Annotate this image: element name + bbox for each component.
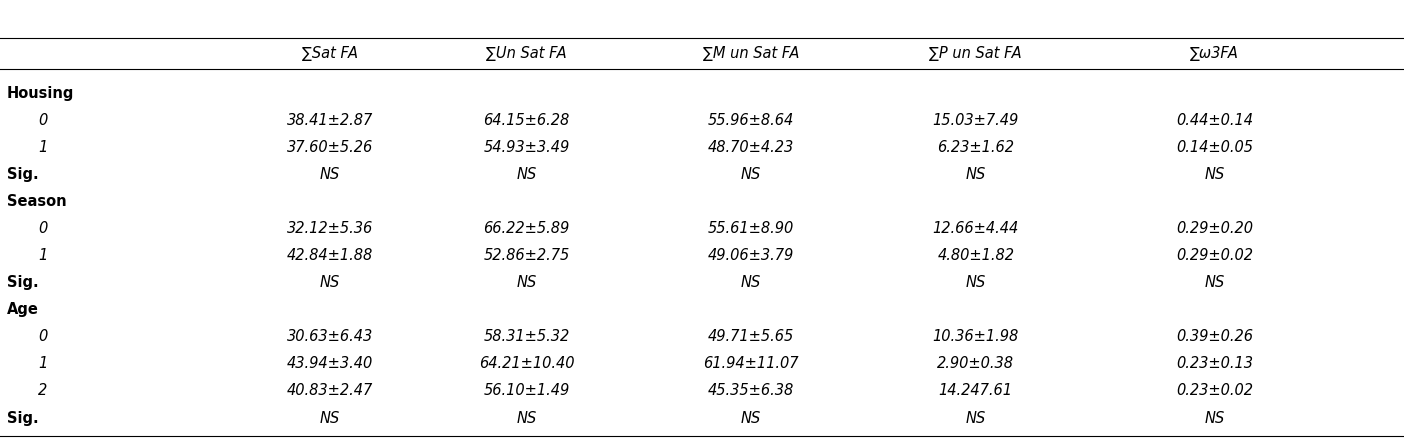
Text: NS: NS <box>966 167 986 182</box>
Text: 49.71±5.65: 49.71±5.65 <box>708 329 795 345</box>
Text: NS: NS <box>320 275 340 290</box>
Text: Housing: Housing <box>7 86 74 101</box>
Text: Sig.: Sig. <box>7 167 39 182</box>
Text: NS: NS <box>320 411 340 425</box>
Text: 6.23±1.62: 6.23±1.62 <box>938 140 1014 155</box>
Text: 1: 1 <box>38 357 48 372</box>
Text: 0.39±0.26: 0.39±0.26 <box>1177 329 1252 345</box>
Text: 43.94±3.40: 43.94±3.40 <box>286 357 373 372</box>
Text: 55.96±8.64: 55.96±8.64 <box>708 113 795 128</box>
Text: 58.31±5.32: 58.31±5.32 <box>483 329 570 345</box>
Text: 0.29±0.20: 0.29±0.20 <box>1177 221 1252 236</box>
Text: 30.63±6.43: 30.63±6.43 <box>286 329 373 345</box>
Text: NS: NS <box>1205 411 1224 425</box>
Text: 38.41±2.87: 38.41±2.87 <box>286 113 373 128</box>
Text: NS: NS <box>966 275 986 290</box>
Text: NS: NS <box>517 275 536 290</box>
Text: 0: 0 <box>38 329 48 345</box>
Text: 15.03±7.49: 15.03±7.49 <box>932 113 1019 128</box>
Text: 0.44±0.14: 0.44±0.14 <box>1177 113 1252 128</box>
Text: 2.90±0.38: 2.90±0.38 <box>938 357 1014 372</box>
Text: 40.83±2.47: 40.83±2.47 <box>286 384 373 399</box>
Text: 52.86±2.75: 52.86±2.75 <box>483 248 570 263</box>
Text: 54.93±3.49: 54.93±3.49 <box>483 140 570 155</box>
Text: Sig.: Sig. <box>7 275 39 290</box>
Text: 0: 0 <box>38 221 48 236</box>
Text: NS: NS <box>1205 275 1224 290</box>
Text: 14.247.61: 14.247.61 <box>939 384 1012 399</box>
Text: 64.21±10.40: 64.21±10.40 <box>479 357 574 372</box>
Text: 48.70±4.23: 48.70±4.23 <box>708 140 795 155</box>
Text: 45.35±6.38: 45.35±6.38 <box>708 384 795 399</box>
Text: 1: 1 <box>38 248 48 263</box>
Text: ∑ω3FA: ∑ω3FA <box>1191 46 1238 61</box>
Text: 0.23±0.13: 0.23±0.13 <box>1177 357 1252 372</box>
Text: 66.22±5.89: 66.22±5.89 <box>483 221 570 236</box>
Text: 55.61±8.90: 55.61±8.90 <box>708 221 795 236</box>
Text: NS: NS <box>741 411 761 425</box>
Text: 56.10±1.49: 56.10±1.49 <box>483 384 570 399</box>
Text: 2: 2 <box>38 384 48 399</box>
Text: 12.66±4.44: 12.66±4.44 <box>932 221 1019 236</box>
Text: NS: NS <box>1205 167 1224 182</box>
Text: ∑Sat FA: ∑Sat FA <box>302 46 358 61</box>
Text: 1: 1 <box>38 140 48 155</box>
Text: 0.14±0.05: 0.14±0.05 <box>1177 140 1252 155</box>
Text: Season: Season <box>7 194 66 209</box>
Text: NS: NS <box>517 411 536 425</box>
Text: ∑Un Sat FA: ∑Un Sat FA <box>486 46 567 61</box>
Text: Sig.: Sig. <box>7 411 39 425</box>
Text: 61.94±11.07: 61.94±11.07 <box>703 357 799 372</box>
Text: Age: Age <box>7 302 39 317</box>
Text: 64.15±6.28: 64.15±6.28 <box>483 113 570 128</box>
Text: 4.80±1.82: 4.80±1.82 <box>938 248 1014 263</box>
Text: 10.36±1.98: 10.36±1.98 <box>932 329 1019 345</box>
Text: NS: NS <box>966 411 986 425</box>
Text: NS: NS <box>741 275 761 290</box>
Text: 0: 0 <box>38 113 48 128</box>
Text: NS: NS <box>320 167 340 182</box>
Text: 42.84±1.88: 42.84±1.88 <box>286 248 373 263</box>
Text: NS: NS <box>741 167 761 182</box>
Text: 0.29±0.02: 0.29±0.02 <box>1177 248 1252 263</box>
Text: ∑P un Sat FA: ∑P un Sat FA <box>929 46 1022 61</box>
Text: 0.23±0.02: 0.23±0.02 <box>1177 384 1252 399</box>
Text: ∑M un Sat FA: ∑M un Sat FA <box>703 46 799 61</box>
Text: NS: NS <box>517 167 536 182</box>
Text: 37.60±5.26: 37.60±5.26 <box>286 140 373 155</box>
Text: 49.06±3.79: 49.06±3.79 <box>708 248 795 263</box>
Text: 32.12±5.36: 32.12±5.36 <box>286 221 373 236</box>
